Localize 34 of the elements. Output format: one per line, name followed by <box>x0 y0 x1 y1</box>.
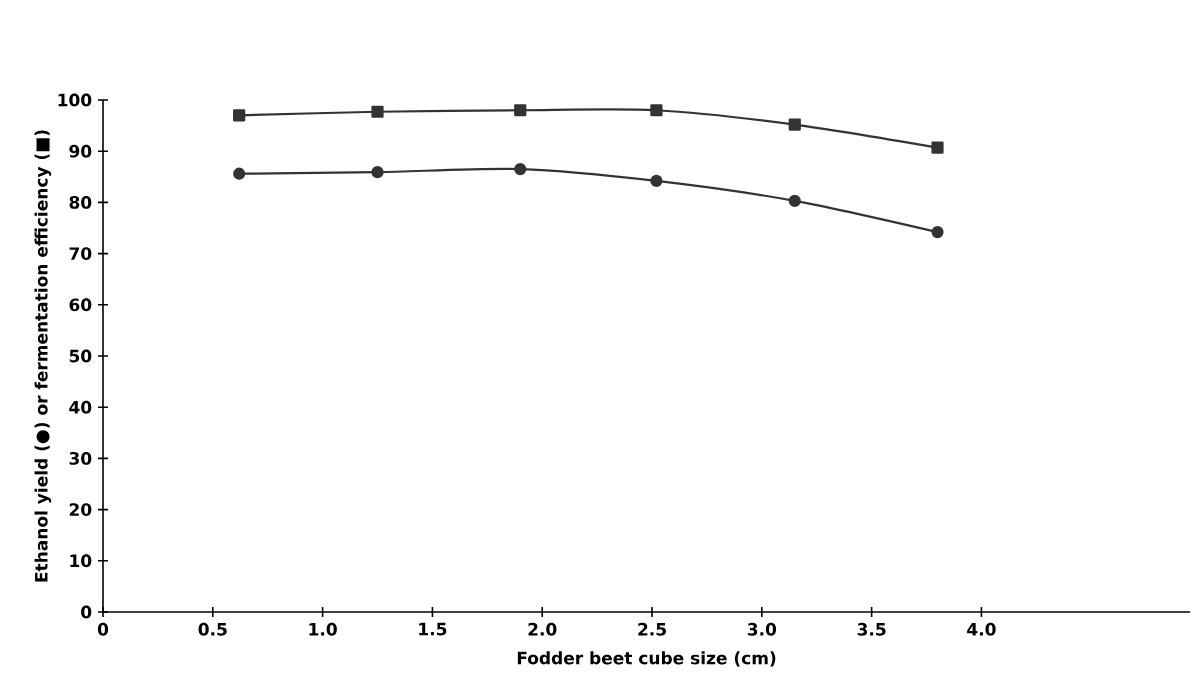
y-tick-label: 40 <box>69 400 92 414</box>
point <box>371 166 384 179</box>
x-tick-label: 3.5 <box>857 622 886 636</box>
point <box>233 109 246 122</box>
x-tick-label: 2.5 <box>638 622 666 636</box>
point <box>650 104 663 117</box>
x-tick-label: 1.0 <box>309 622 337 636</box>
x-tick-label: 3.0 <box>747 622 777 636</box>
point <box>233 167 246 180</box>
x-tick-label: 2.0 <box>528 622 557 636</box>
y-tick-label: 70 <box>69 247 92 261</box>
y-tick-label: 10 <box>70 554 92 568</box>
x-tick-label: 0.5 <box>198 622 227 636</box>
x-tick-label: 0 <box>97 622 109 636</box>
y-tick-label: 90 <box>69 144 92 158</box>
point <box>514 104 527 117</box>
x-tick-label: 1.5 <box>419 622 447 636</box>
point <box>514 163 527 176</box>
y-tick-label: 20 <box>69 503 92 517</box>
point <box>931 141 944 154</box>
y-tick-label: 30 <box>69 451 92 465</box>
point <box>650 174 663 187</box>
y-tick-label: 100 <box>58 93 92 107</box>
y-axis-title: Ethanol yield (●) or fermentation efficiency (■) <box>34 130 52 582</box>
point <box>788 118 801 131</box>
x-axis-title: Fodder beet cube size (cm) <box>517 651 776 667</box>
y-tick-label: 60 <box>69 298 92 312</box>
y-tick-label: 80 <box>69 195 92 209</box>
point <box>931 225 944 239</box>
x-tick-label: 4.0 <box>967 622 996 636</box>
y-tick-label: 50 <box>69 349 92 363</box>
point <box>788 194 801 207</box>
y-tick-label: 0 <box>81 605 92 619</box>
point <box>371 105 384 118</box>
